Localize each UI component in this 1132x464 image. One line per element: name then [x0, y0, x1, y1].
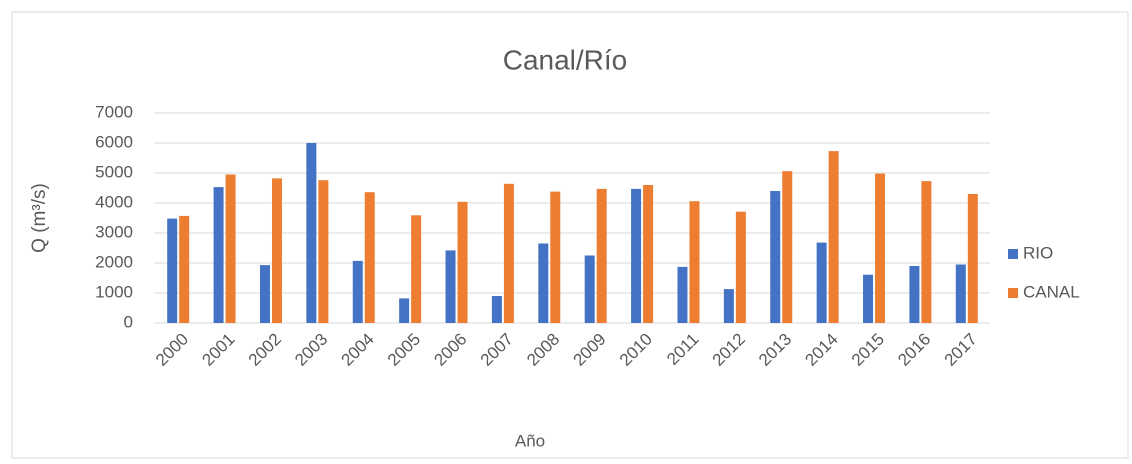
chart-title: Canal/Río [503, 44, 628, 75]
bar [782, 171, 793, 323]
legend-swatch [1008, 288, 1018, 298]
bar [225, 174, 236, 323]
y-tick-label: 6000 [95, 132, 133, 151]
y-tick-label: 5000 [95, 162, 133, 181]
y-tick-label: 3000 [95, 222, 133, 241]
bar [735, 211, 746, 323]
legend-label: RIO [1023, 243, 1053, 262]
bar [643, 185, 654, 323]
bar [271, 178, 282, 323]
bar [399, 298, 410, 323]
bar [445, 250, 456, 323]
bar [863, 274, 874, 323]
bar [318, 180, 329, 323]
bar [631, 188, 642, 323]
bar [503, 183, 514, 323]
bar [306, 143, 317, 323]
bar [213, 187, 224, 323]
bar [596, 188, 607, 323]
bar [921, 181, 932, 323]
bar [538, 243, 549, 323]
y-tick-label: 7000 [95, 102, 133, 121]
bar [875, 173, 886, 323]
bar [955, 264, 966, 323]
bar [689, 201, 700, 323]
legend-label: CANAL [1023, 282, 1080, 301]
bar [352, 260, 363, 323]
bar [677, 266, 688, 323]
chart-frame [11, 11, 1129, 459]
x-axis-label: Año [515, 431, 545, 450]
bar [909, 266, 920, 323]
bar [179, 215, 190, 323]
bar [584, 255, 595, 323]
y-axis-label: Q (m³/s) [29, 183, 50, 253]
bar [550, 191, 561, 323]
bar [457, 201, 468, 323]
bar [770, 191, 781, 323]
bar [723, 289, 734, 323]
y-tick-label: 2000 [95, 252, 133, 271]
bar [491, 296, 502, 323]
y-tick-label: 0 [124, 312, 133, 331]
bar [816, 242, 827, 323]
bar [259, 265, 270, 323]
bar [411, 215, 422, 323]
bar [364, 192, 375, 323]
legend-swatch [1008, 249, 1018, 259]
bar [167, 218, 178, 323]
y-tick-label: 1000 [95, 282, 133, 301]
bar [967, 194, 978, 323]
bar [828, 151, 839, 323]
y-tick-label: 4000 [95, 192, 133, 211]
